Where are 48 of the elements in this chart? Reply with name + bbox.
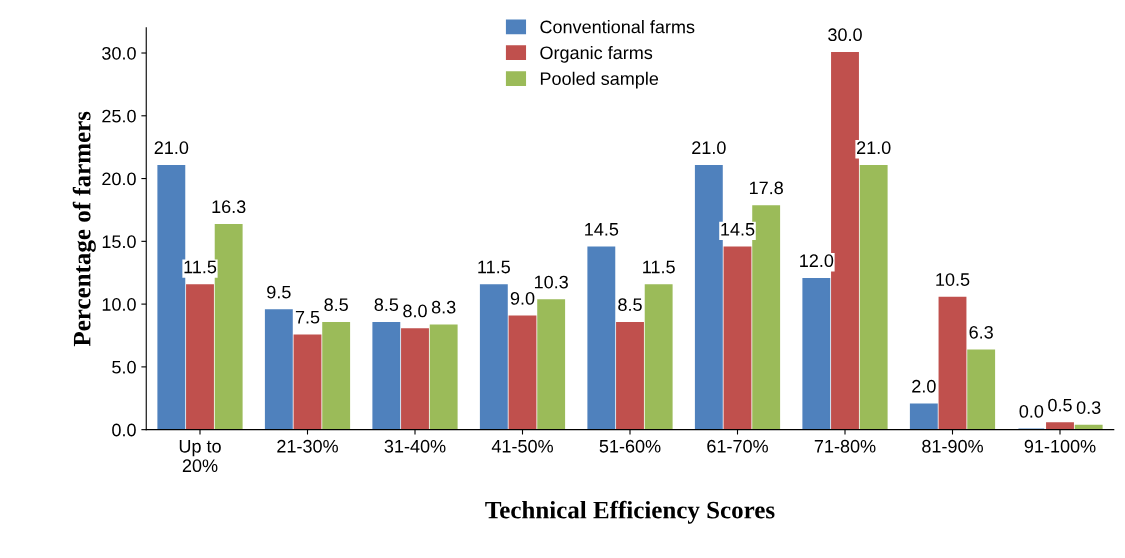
y-tick-label: 15.0 xyxy=(102,235,136,249)
data-label: 30.0 xyxy=(828,28,862,42)
data-label: 11.5 xyxy=(184,260,217,274)
data-label: 9.0 xyxy=(510,291,535,305)
y-tick-label: 20.0 xyxy=(102,172,136,186)
x-tick-label: 51-60% xyxy=(599,439,661,453)
data-label: 11.5 xyxy=(643,260,675,274)
data-label: 8.3 xyxy=(431,300,456,314)
legend-label: Pooled sample xyxy=(540,71,659,89)
x-tick-label: 21-30% xyxy=(277,439,338,453)
y-axis-title: Percentage of farmers xyxy=(72,111,96,347)
y-tick-label: 10.0 xyxy=(102,298,136,311)
x-tick-label: 91-100% xyxy=(1024,439,1096,453)
data-label: 0.5 xyxy=(1048,398,1072,412)
data-label: 0.0 xyxy=(1019,404,1044,418)
x-tick-label: 41-50% xyxy=(491,439,553,453)
data-label: 14.5 xyxy=(721,223,755,236)
data-label: 9.5 xyxy=(267,285,291,299)
y-tick-label: 0.0 xyxy=(112,423,136,437)
legend-label: Conventional farms xyxy=(540,20,695,34)
data-label: 21.0 xyxy=(154,141,189,155)
data-label: 11.5 xyxy=(478,260,510,274)
x-tick-label: 61-70% xyxy=(707,439,768,453)
x-tick-label: 81-90% xyxy=(922,439,983,453)
data-label: 10.3 xyxy=(534,275,568,289)
data-label: 12.0 xyxy=(800,254,834,268)
data-label: 10.5 xyxy=(936,273,970,286)
data-label: 8.5 xyxy=(324,298,348,312)
data-label: 21.0 xyxy=(857,141,891,155)
y-tick-label: 5.0 xyxy=(112,360,136,374)
x-tick-label: Up to 20% xyxy=(179,440,221,473)
x-axis-title: Technical Efficiency Scores xyxy=(485,500,775,524)
x-tick-label: 31-40% xyxy=(384,439,446,453)
data-label: 2.0 xyxy=(912,379,936,393)
data-label: 8.5 xyxy=(618,298,642,312)
legend-label: Organic farms xyxy=(540,45,653,63)
data-label: 16.3 xyxy=(212,200,246,214)
data-label: 7.5 xyxy=(295,311,320,324)
data-label: 14.5 xyxy=(585,223,619,236)
y-tick-label: 30.0 xyxy=(102,46,136,60)
data-label: 17.8 xyxy=(749,181,783,195)
data-label: 6.3 xyxy=(969,325,993,339)
data-label: 0.3 xyxy=(1076,401,1101,414)
data-label: 8.5 xyxy=(374,298,399,312)
y-tick-label: 25.0 xyxy=(102,109,136,123)
x-tick-label: 71-80% xyxy=(814,439,876,453)
data-label: 21.0 xyxy=(692,141,726,155)
data-label: 8.0 xyxy=(403,304,427,318)
